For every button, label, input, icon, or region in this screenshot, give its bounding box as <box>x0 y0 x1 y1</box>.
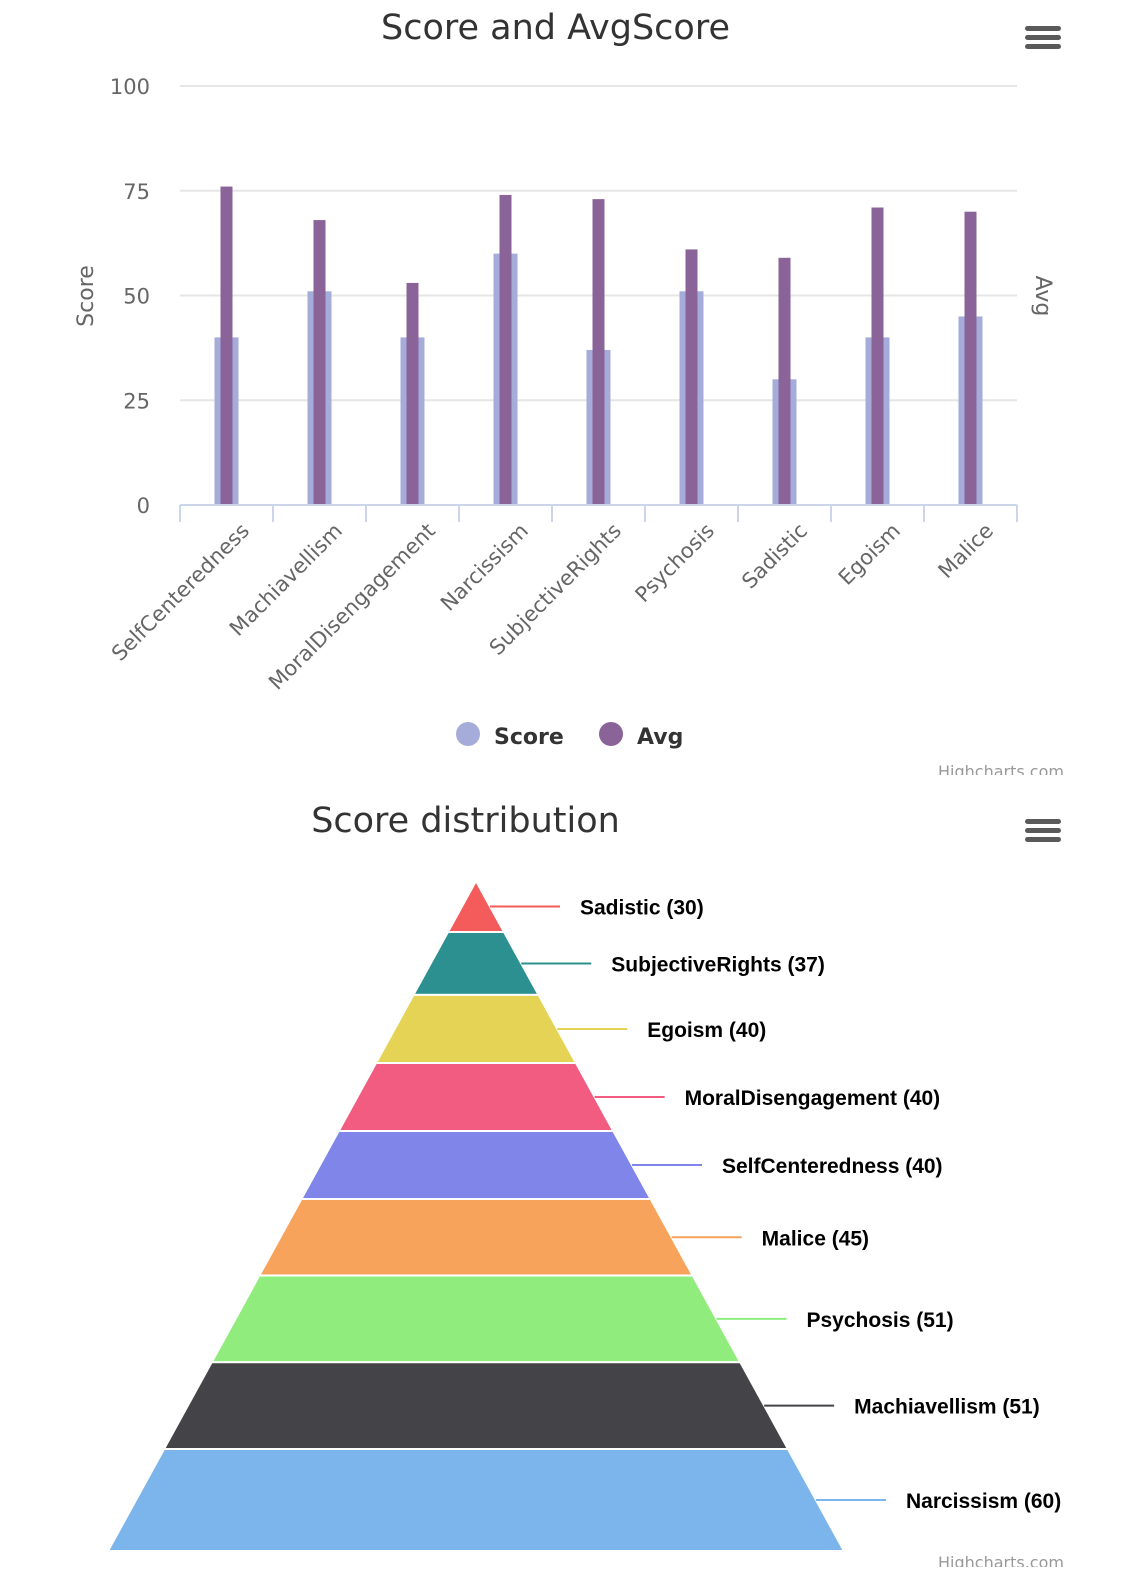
bar-chart-credits[interactable]: Highcharts.com <box>938 762 1064 775</box>
bar-avg-moraldisengagement[interactable] <box>406 282 419 505</box>
legend-score-marker <box>456 722 480 746</box>
bar-chart-menu-icon[interactable] <box>1025 22 1061 52</box>
legend: Score Avg <box>456 722 683 750</box>
legend-score-label: Score <box>494 725 564 750</box>
y-tick-label: 0 <box>137 494 150 518</box>
pyramid-chart-credits[interactable]: Highcharts.com <box>938 1553 1064 1567</box>
x-tick-label: MoralDisengagement <box>264 519 440 695</box>
data-label-malice: Malice (45) <box>762 1227 869 1250</box>
pyramid-slice-psychosis[interactable] <box>209 1274 743 1364</box>
x-tick-label: Narcissism <box>436 519 533 616</box>
bar-avg-selfcenteredness[interactable] <box>220 186 233 505</box>
bar-avg-malice[interactable] <box>964 211 977 505</box>
y-axis-title: Score <box>74 265 99 327</box>
data-label-subjectiverights: SubjectiveRights (37) <box>611 953 825 976</box>
bar-chart-title: Score and AvgScore <box>381 8 730 48</box>
x-tick-label: Psychosis <box>631 519 719 607</box>
pyramid-slice-malice[interactable] <box>257 1197 695 1277</box>
bar-avg-machiavellism[interactable] <box>313 220 326 505</box>
bar-chart: Score and AvgScore 0 25 50 75 100 SelfCenter… <box>0 0 1147 775</box>
bar-avg-sadistic[interactable] <box>778 257 791 505</box>
pyramid-chart-menu-icon[interactable] <box>1025 815 1061 845</box>
pyramid-slice-subjectiverights[interactable] <box>411 931 541 996</box>
pyramid-plot: Sadistic (30) SubjectiveRights (37) Egoism… <box>106 878 1061 1552</box>
bar-avg-psychosis[interactable] <box>685 249 698 505</box>
bar-avg-egoism[interactable] <box>871 207 884 505</box>
pyramid-slice-selfcenteredness[interactable] <box>299 1129 653 1200</box>
legend-item-score[interactable]: Score <box>456 722 564 750</box>
data-label-sadistic: Sadistic (30) <box>580 897 704 920</box>
pyramid-slice-egoism[interactable] <box>374 993 578 1064</box>
pyramid-slice-machiavellism[interactable] <box>162 1361 790 1450</box>
data-label-narcissism: Narcissism (60) <box>906 1490 1061 1513</box>
y-tick-label: 75 <box>123 180 150 204</box>
data-label-egoism: Egoism (40) <box>647 1019 766 1042</box>
legend-avg-label: Avg <box>637 725 683 750</box>
legend-avg-marker <box>599 722 623 746</box>
x-tick-label: Malice <box>934 519 998 583</box>
bar-avg-subjectiverights[interactable] <box>592 199 605 505</box>
y-tick-label: 50 <box>123 285 150 309</box>
data-label-psychosis: Psychosis (51) <box>807 1309 954 1332</box>
pyramid-chart: Score distribution Sadistic (30) Subjecti… <box>0 785 1147 1582</box>
legend-item-avg[interactable]: Avg <box>599 722 683 750</box>
x-tick-label: SelfCenteredness <box>107 519 254 666</box>
data-label-selfcenteredness: SelfCenteredness (40) <box>722 1155 943 1178</box>
x-tick-label: Sadistic <box>737 519 812 594</box>
data-label-moraldisengagement: MoralDisengagement (40) <box>685 1087 941 1110</box>
y-tick-label: 25 <box>123 389 150 413</box>
x-tick-label: Egoism <box>834 519 905 590</box>
pyramid-chart-title: Score distribution <box>311 801 620 841</box>
pyramid-slice-narcissism[interactable] <box>106 1447 846 1552</box>
bar-avg-narcissism[interactable] <box>499 194 512 505</box>
secondary-y-axis-title: Avg <box>1030 276 1055 317</box>
y-tick-label: 100 <box>110 75 150 99</box>
pyramid-slice-moraldisengagement[interactable] <box>337 1061 615 1132</box>
data-label-machiavellism: Machiavellism (51) <box>854 1396 1040 1419</box>
